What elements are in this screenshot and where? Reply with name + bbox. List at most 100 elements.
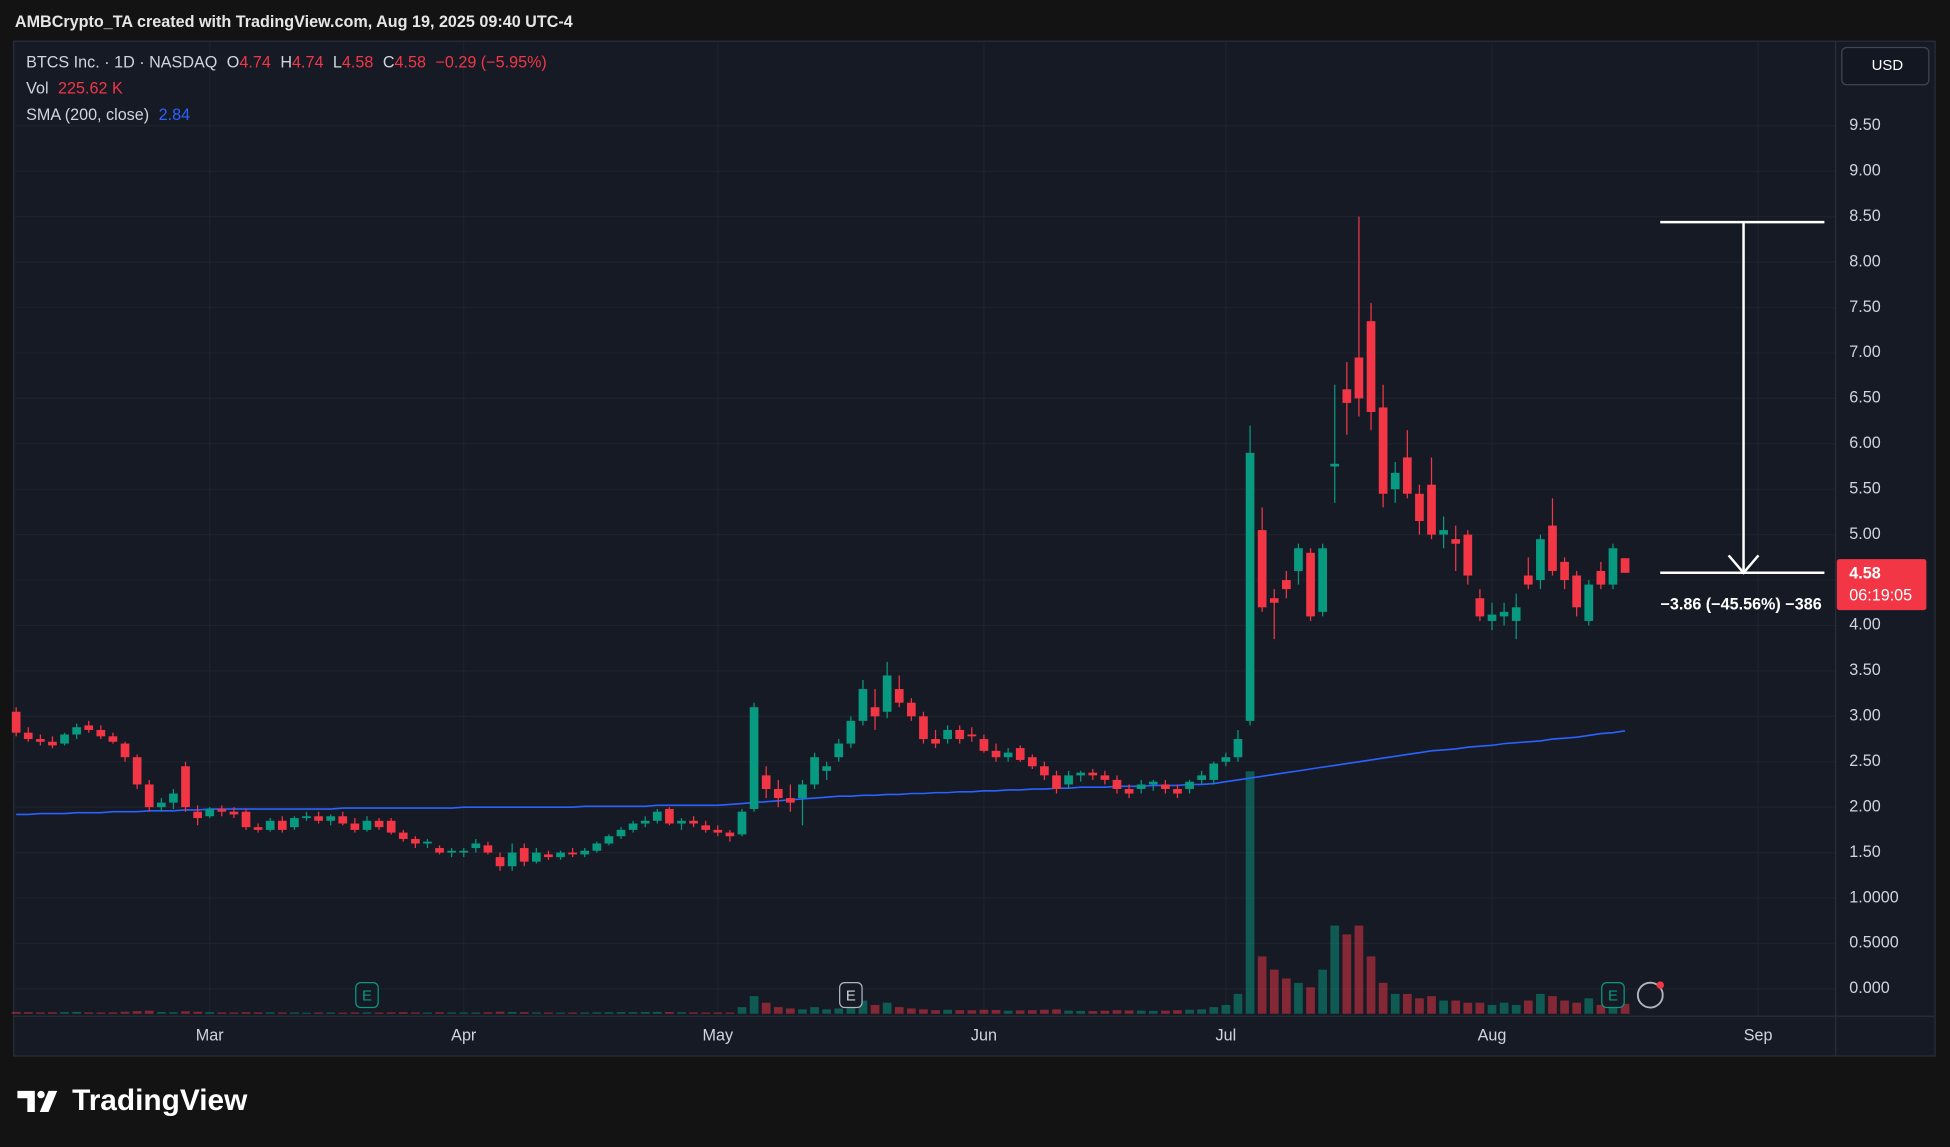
candle-body — [144, 784, 154, 808]
currency-button[interactable] — [1841, 46, 1930, 86]
volume-bar — [277, 1012, 287, 1014]
candle-body — [616, 829, 626, 837]
candle-body — [628, 823, 638, 830]
candle — [1027, 754, 1037, 770]
candle-body — [1015, 748, 1025, 760]
volume-bar — [701, 1012, 711, 1014]
candle-body — [652, 811, 662, 821]
earnings-marker[interactable]: E — [839, 982, 863, 1009]
volume-bar — [1475, 1002, 1485, 1014]
candle — [894, 675, 904, 708]
volume-bar — [483, 1012, 493, 1014]
y-tick-label: 7.50 — [1849, 298, 1880, 316]
candle-body — [1390, 472, 1400, 490]
x-tick-label: Jun — [971, 1026, 997, 1044]
candle — [1439, 516, 1448, 549]
candle — [1330, 384, 1340, 503]
volume-bar — [48, 1012, 57, 1014]
volume-bar — [568, 1012, 577, 1014]
earnings-marker[interactable]: E — [1601, 982, 1625, 1009]
x-tick-label: Apr — [451, 1026, 477, 1044]
candle — [725, 829, 735, 842]
volume-bar — [1439, 1000, 1448, 1014]
volume-bar — [253, 1012, 263, 1014]
volume-bar — [350, 1012, 360, 1014]
volume-bar — [592, 1012, 602, 1014]
candle-body — [1136, 784, 1146, 789]
candle-body — [1185, 781, 1194, 789]
candle-body — [1269, 598, 1279, 603]
volume-bar — [991, 1009, 1001, 1014]
volume-bar — [1173, 1010, 1182, 1014]
candle-body — [1233, 739, 1243, 758]
volume-bar — [265, 1012, 275, 1014]
volume-bar — [1027, 1010, 1037, 1014]
candle-body — [411, 838, 420, 844]
candle-body — [495, 857, 505, 867]
candle — [1608, 543, 1618, 590]
measure-label: −3.86 (−45.56%) −386 — [1660, 595, 1821, 613]
volume-bar — [1064, 1010, 1073, 1014]
candle-body — [217, 808, 227, 812]
candle — [580, 848, 590, 858]
candle-body — [483, 845, 493, 853]
earnings-marker[interactable]: E — [355, 982, 379, 1009]
legend-sma: SMA (200, close) 2.84 — [26, 106, 190, 124]
candle — [701, 820, 711, 833]
candle-body — [991, 750, 1001, 758]
candle — [1415, 484, 1424, 535]
volume-bar — [11, 1011, 21, 1014]
candle-body — [919, 716, 928, 740]
volume-bar — [943, 1009, 952, 1014]
y-tick-label: 1.50 — [1849, 843, 1880, 861]
candle-body — [362, 820, 372, 830]
volume-bar — [786, 1008, 795, 1014]
candle — [531, 848, 541, 864]
y-tick-label: 5.50 — [1849, 479, 1880, 497]
candle — [604, 834, 614, 846]
volume-bar — [72, 1011, 82, 1014]
candle-body — [725, 832, 735, 837]
volume-bar — [205, 1012, 215, 1014]
volume-bar — [1148, 1010, 1158, 1014]
candle-body — [1584, 584, 1594, 621]
candle — [919, 711, 928, 744]
candle-body — [1402, 457, 1412, 494]
candle — [1136, 779, 1146, 794]
y-tick-label: 2.50 — [1849, 752, 1880, 770]
volume-bar — [604, 1012, 614, 1014]
candle — [1233, 729, 1243, 762]
candle-body — [23, 732, 33, 740]
candle-body — [640, 820, 650, 824]
candle-body — [870, 707, 880, 717]
candle-body — [36, 739, 45, 742]
volume-bar — [1294, 982, 1303, 1014]
earnings-label: E — [846, 987, 856, 1004]
volume-bar — [326, 1012, 336, 1014]
candle-body — [435, 848, 444, 853]
candle — [48, 736, 57, 749]
candle — [1354, 216, 1364, 417]
currency[interactable]: USD — [1872, 57, 1904, 74]
volume-bar — [471, 1012, 481, 1014]
open-label: O — [227, 54, 240, 72]
candle-body — [1330, 463, 1340, 467]
candle — [991, 743, 1001, 762]
close-value: 4.58 — [395, 54, 426, 72]
candle-body — [822, 766, 832, 771]
candle-body — [386, 820, 396, 833]
candle — [1596, 561, 1606, 590]
volume-bar — [290, 1012, 299, 1014]
open-value: 4.74 — [239, 54, 270, 72]
x-tick-label: Aug — [1478, 1026, 1507, 1044]
candle — [1487, 602, 1497, 631]
candle-body — [374, 820, 384, 828]
volume-bar — [749, 996, 759, 1014]
candle — [652, 808, 662, 824]
volume-bar — [1536, 993, 1545, 1014]
y-tick-label: 6.50 — [1849, 389, 1880, 407]
candle — [1112, 775, 1122, 794]
candle-body — [1003, 752, 1013, 758]
candle-body — [1124, 788, 1134, 794]
candle — [362, 816, 372, 832]
